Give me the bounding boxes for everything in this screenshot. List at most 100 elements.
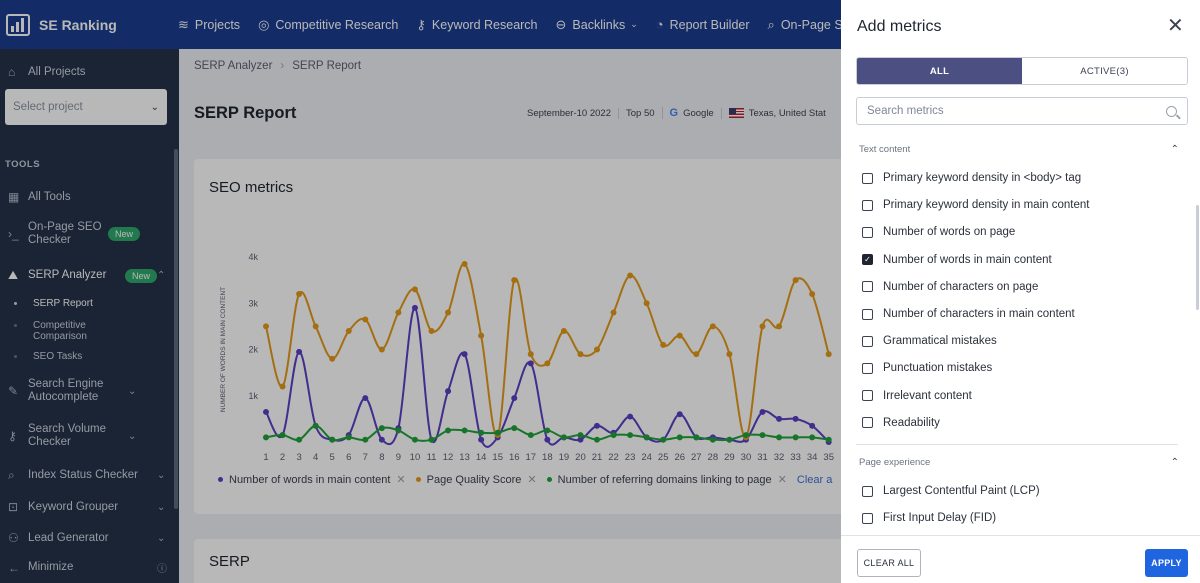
data-point[interactable] — [776, 415, 783, 422]
clear-all-button[interactable]: CLEAR ALL — [857, 549, 921, 577]
data-point[interactable] — [395, 427, 402, 434]
data-point[interactable] — [263, 434, 269, 441]
data-point[interactable] — [345, 328, 352, 334]
checkbox-checked[interactable]: ✓ — [862, 254, 873, 266]
data-point[interactable] — [279, 432, 286, 439]
breadcrumb-serp-analyzer[interactable]: SERP Analyzer — [194, 60, 273, 72]
data-point[interactable] — [362, 316, 369, 323]
data-point[interactable] — [560, 434, 567, 441]
sidebar-subitem-seo-tasks[interactable]: SEO Tasks — [0, 351, 179, 362]
help-icon[interactable]: ⓘ — [157, 564, 167, 575]
data-point[interactable] — [560, 328, 567, 334]
sidebar-item-keyword-grouper[interactable]: ⊡ Keyword Grouper ⌄ — [0, 500, 179, 514]
close-icon[interactable]: ✕ — [527, 474, 537, 486]
sidebar-subitem-competitive-comparison[interactable]: Competitive Comparison — [0, 320, 120, 342]
data-point[interactable] — [825, 436, 832, 443]
data-point[interactable] — [693, 434, 700, 441]
checkbox[interactable] — [862, 335, 873, 347]
filter-top[interactable]: Top 50 — [617, 107, 662, 119]
data-point[interactable] — [494, 429, 501, 436]
project-select[interactable]: Select project ⌄ — [5, 89, 167, 125]
metric-option[interactable]: Punctuation mistakes — [862, 362, 992, 374]
data-point[interactable] — [709, 323, 716, 330]
apply-button[interactable]: APPLY — [1145, 549, 1188, 577]
close-icon[interactable]: ✕ — [777, 474, 787, 486]
brand[interactable]: SE Ranking — [0, 13, 178, 36]
data-point[interactable] — [279, 383, 286, 390]
legend-item-words[interactable]: Number of words in main content ✕ — [218, 473, 406, 486]
checkbox[interactable] — [862, 308, 873, 320]
data-point[interactable] — [544, 360, 551, 367]
data-point[interactable] — [792, 434, 799, 441]
data-point[interactable] — [660, 436, 667, 443]
data-point[interactable] — [594, 346, 600, 353]
checkbox[interactable] — [862, 390, 873, 402]
data-point[interactable] — [527, 351, 534, 358]
data-point[interactable] — [296, 348, 303, 355]
data-point[interactable] — [544, 427, 551, 434]
metric-option[interactable]: Number of characters on page — [862, 281, 1038, 293]
data-point[interactable] — [577, 351, 584, 358]
legend-item-domains[interactable]: Number of referring domains linking to p… — [546, 473, 787, 486]
metric-option[interactable]: Readability — [862, 417, 940, 429]
sidebar-item-all-projects[interactable]: ⌂ All Projects — [8, 65, 86, 79]
data-point[interactable] — [263, 323, 269, 330]
nav-keyword-research[interactable]: ⚷ Keyword Research — [416, 16, 538, 32]
checkbox[interactable] — [862, 172, 873, 184]
data-point[interactable] — [809, 422, 816, 429]
section-text-content[interactable]: Text content ⌃ — [859, 144, 1179, 155]
data-point[interactable] — [776, 434, 783, 441]
metric-option[interactable]: Primary keyword density in main content — [862, 199, 1089, 211]
checkbox[interactable] — [862, 417, 873, 429]
data-point[interactable] — [411, 436, 418, 443]
data-point[interactable] — [759, 432, 766, 439]
data-point[interactable] — [461, 351, 468, 358]
metric-option[interactable]: Number of characters in main content — [862, 308, 1075, 320]
data-point[interactable] — [296, 436, 303, 443]
metric-option[interactable]: First Input Delay (FID) — [862, 512, 996, 524]
data-point[interactable] — [792, 415, 799, 422]
checkbox[interactable] — [862, 512, 873, 524]
sidebar-item-lead-generator[interactable]: ⚇ Lead Generator ⌄ — [0, 531, 179, 545]
data-point[interactable] — [527, 360, 534, 367]
panel-scrollbar[interactable] — [1196, 205, 1199, 310]
sidebar-subitem-serp-report[interactable]: SERP Report — [0, 298, 179, 309]
checkbox[interactable] — [862, 485, 873, 497]
data-point[interactable] — [759, 408, 766, 415]
data-point[interactable] — [428, 436, 435, 443]
filter-date[interactable]: September-10 2022 — [527, 107, 611, 119]
sidebar-item-on-page-seo-checker[interactable]: ›_ On-Page SEO Checker New — [0, 221, 179, 247]
metric-option[interactable]: Largest Contentful Paint (LCP) — [862, 485, 1040, 497]
data-point[interactable] — [329, 436, 336, 443]
data-point[interactable] — [610, 309, 617, 316]
nav-on-page-seo[interactable]: ⌕ On-Page SEO — [767, 16, 861, 32]
sidebar-item-all-tools[interactable]: ▦ All Tools — [8, 190, 71, 204]
data-point[interactable] — [411, 304, 418, 311]
data-point[interactable] — [411, 286, 418, 293]
tab-all[interactable]: ALL — [857, 58, 1022, 84]
checkbox[interactable] — [862, 199, 873, 211]
search-metrics-input[interactable]: Search metrics — [856, 97, 1188, 125]
sidebar-item-search-volume-checker[interactable]: ⚷ Search Volume Checker ⌄ — [0, 423, 179, 449]
nav-projects[interactable]: ≋ Projects — [178, 16, 241, 32]
data-point[interactable] — [362, 436, 369, 443]
data-point[interactable] — [825, 351, 832, 358]
data-point[interactable] — [461, 260, 468, 267]
data-point[interactable] — [627, 432, 634, 439]
data-point[interactable] — [478, 332, 485, 339]
data-point[interactable] — [643, 300, 650, 307]
data-point[interactable] — [478, 436, 485, 443]
data-point[interactable] — [792, 277, 799, 284]
data-point[interactable] — [742, 432, 749, 439]
data-point[interactable] — [461, 427, 468, 434]
data-point[interactable] — [378, 425, 385, 432]
section-page-experience[interactable]: Page experience ⌃ — [859, 457, 1179, 468]
data-point[interactable] — [693, 351, 700, 358]
data-point[interactable] — [445, 388, 452, 395]
data-point[interactable] — [428, 328, 435, 334]
data-point[interactable] — [726, 436, 733, 443]
data-point[interactable] — [676, 411, 683, 418]
metric-option[interactable]: Number of words on page — [862, 226, 1015, 238]
data-point[interactable] — [378, 346, 385, 353]
clear-all-link[interactable]: Clear a — [796, 473, 833, 486]
